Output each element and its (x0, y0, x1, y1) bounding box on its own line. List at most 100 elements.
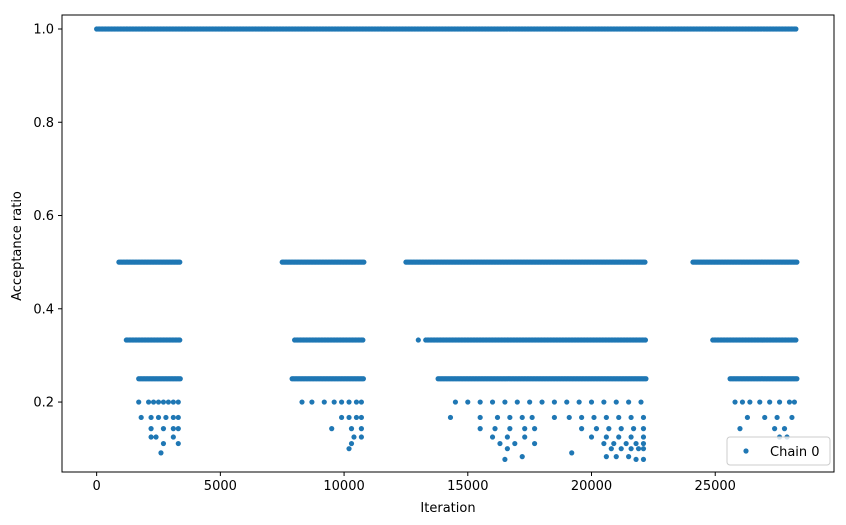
data-point (551, 399, 558, 405)
data-point (539, 399, 545, 405)
data-point (640, 434, 647, 440)
data-point (148, 414, 154, 421)
data-point (611, 440, 617, 447)
data-point (640, 456, 647, 463)
data-point (321, 399, 327, 405)
data-point (175, 399, 181, 405)
data-point (504, 446, 510, 452)
point-run (403, 259, 648, 265)
data-point (346, 399, 352, 405)
data-point (603, 434, 609, 440)
data-point (477, 399, 483, 405)
x-tick-label: 25000 (695, 479, 736, 494)
data-point (626, 454, 632, 460)
data-point (774, 414, 780, 421)
data-point (579, 426, 585, 432)
data-point (739, 399, 746, 405)
data-point (158, 450, 164, 456)
data-point (351, 434, 357, 440)
data-point (579, 414, 585, 421)
data-point (588, 434, 595, 440)
data-point (519, 414, 525, 421)
data-point (744, 414, 751, 421)
data-point (512, 440, 518, 447)
point-run (710, 337, 799, 343)
data-point (447, 414, 454, 421)
data-point (640, 414, 647, 421)
data-point (170, 426, 176, 432)
data-point (175, 414, 181, 421)
data-point (642, 259, 648, 265)
data-point (757, 399, 763, 405)
plot-points (94, 26, 800, 463)
data-point (160, 399, 167, 405)
data-point (358, 414, 364, 421)
data-point (576, 399, 582, 405)
data-point (532, 426, 538, 432)
legend: Chain 0 (726, 436, 831, 466)
point-run (279, 259, 367, 265)
data-point (146, 399, 152, 405)
point-run (94, 26, 799, 32)
data-point (494, 414, 501, 421)
data-point (789, 414, 795, 421)
data-point (348, 426, 355, 432)
point-run (690, 259, 800, 265)
data-point (507, 426, 513, 432)
data-point (346, 446, 352, 452)
data-point (160, 426, 167, 432)
data-point (588, 399, 595, 405)
data-point (532, 440, 538, 447)
point-run (123, 337, 183, 343)
data-point (358, 399, 364, 405)
point-run (116, 259, 183, 265)
data-point (618, 426, 624, 432)
data-point (504, 434, 510, 440)
legend-box (726, 436, 831, 466)
data-point (165, 399, 171, 405)
point-run (435, 376, 649, 382)
data-point (643, 376, 649, 382)
data-point (360, 376, 366, 382)
data-point (551, 414, 558, 421)
data-point (492, 426, 498, 432)
data-point (640, 440, 647, 447)
data-point (593, 426, 600, 432)
data-point (522, 426, 528, 432)
data-point (613, 399, 619, 405)
data-point (791, 399, 798, 405)
y-tick-label: 0.6 (33, 209, 54, 224)
data-point (601, 399, 607, 405)
data-point (628, 414, 634, 421)
data-point (781, 426, 788, 432)
data-point (177, 376, 183, 382)
point-run (289, 376, 366, 382)
point-run (727, 376, 800, 382)
data-point (786, 399, 793, 405)
data-point (309, 399, 315, 405)
y-tick-label: 0.8 (33, 116, 54, 131)
data-point (170, 399, 176, 405)
data-point (601, 440, 607, 447)
data-point (465, 399, 471, 405)
data-point (640, 446, 647, 452)
data-point (606, 426, 612, 432)
x-tick-label: 20000 (571, 479, 612, 494)
axes: 0 5000 10000 15000 20000 25000 0.2 0.4 0.6 0.8 1.0 (33, 14, 835, 494)
data-point (591, 414, 597, 421)
data-point (175, 426, 181, 432)
data-point (640, 426, 647, 432)
data-point (642, 337, 649, 343)
data-point (635, 446, 642, 452)
data-point (519, 454, 525, 460)
data-point (502, 456, 508, 463)
data-point (776, 399, 783, 405)
data-point (299, 399, 305, 405)
data-point (767, 399, 773, 405)
data-point (477, 426, 483, 432)
data-point (623, 440, 629, 447)
data-point (329, 426, 335, 432)
data-point (747, 399, 753, 405)
data-point (136, 399, 142, 405)
